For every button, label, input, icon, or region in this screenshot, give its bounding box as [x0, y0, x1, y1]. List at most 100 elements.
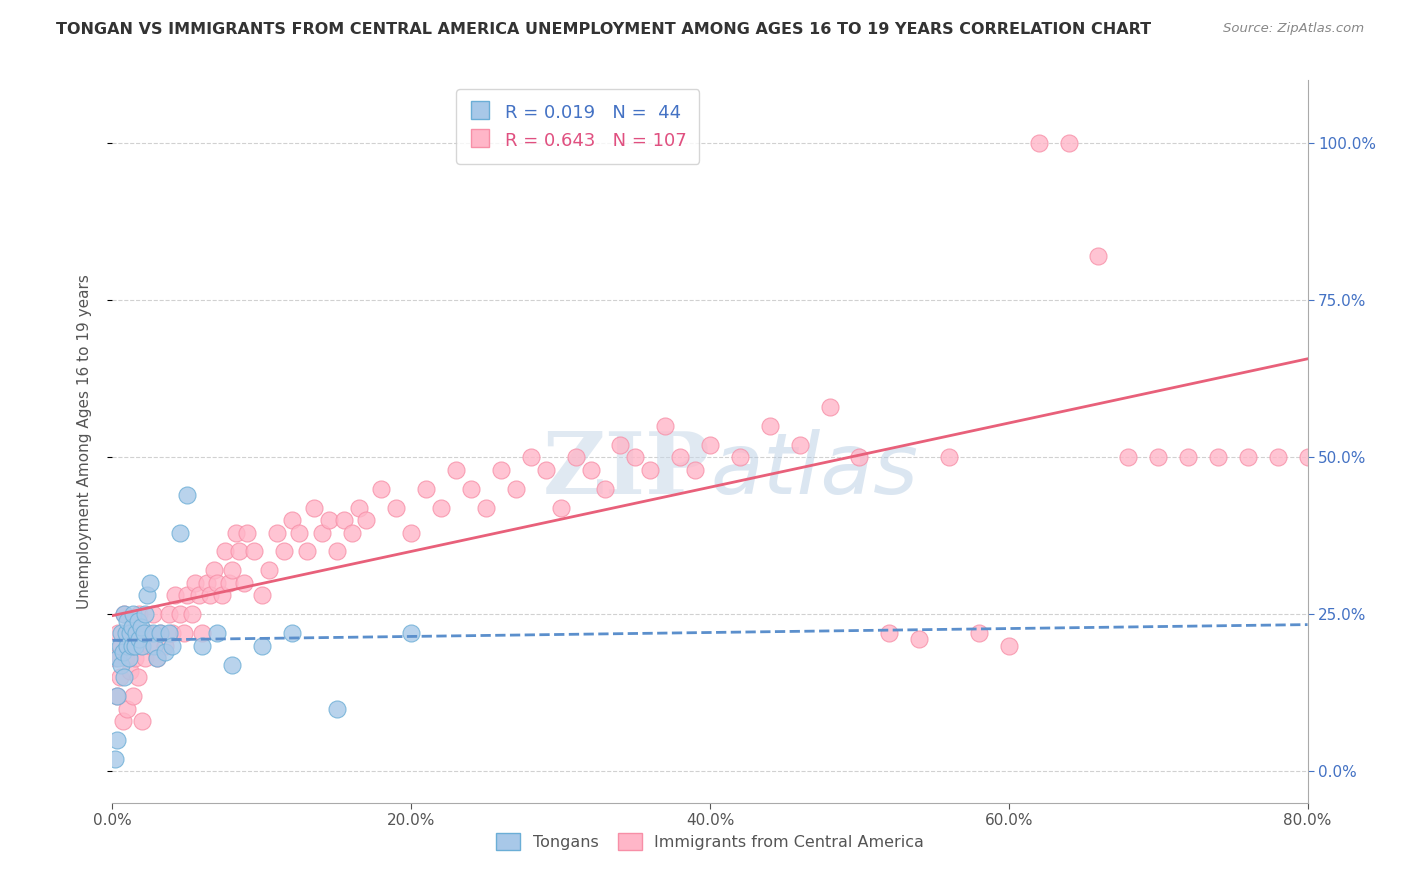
Point [176, 589, 198, 603]
Point [340, 525, 363, 540]
Point [173, 626, 195, 640]
Point [128, 632, 150, 647]
Point [120, 664, 142, 678]
Point [108, 639, 131, 653]
Point [236, 525, 259, 540]
Text: ZIP: ZIP [543, 428, 710, 512]
Point [318, 513, 340, 527]
Point [430, 500, 453, 515]
Point [534, 463, 557, 477]
Point [250, 589, 273, 603]
Point [105, 689, 128, 703]
Point [111, 714, 134, 728]
Point [401, 525, 423, 540]
Point [415, 482, 437, 496]
Point [624, 450, 647, 465]
Point [228, 544, 250, 558]
Point [183, 575, 205, 590]
Point [149, 626, 172, 640]
Point [169, 607, 191, 622]
Point [609, 438, 631, 452]
Point [273, 544, 295, 558]
Point [110, 639, 132, 653]
Point [1237, 450, 1260, 465]
Point [115, 626, 138, 640]
Point [938, 450, 960, 465]
Point [117, 614, 139, 628]
Point [195, 575, 218, 590]
Point [370, 482, 392, 496]
Point [281, 626, 304, 640]
Point [129, 620, 152, 634]
Point [104, 752, 127, 766]
Point [325, 544, 347, 558]
Point [110, 657, 132, 672]
Point [728, 450, 751, 465]
Point [165, 589, 187, 603]
Point [124, 639, 146, 653]
Point [180, 607, 202, 622]
Point [121, 639, 143, 653]
Point [385, 500, 408, 515]
Point [162, 639, 183, 653]
Point [759, 418, 782, 433]
Point [114, 607, 135, 622]
Point [1296, 450, 1319, 465]
Point [221, 657, 243, 672]
Point [134, 607, 156, 622]
Point [1118, 450, 1140, 465]
Point [115, 651, 138, 665]
Point [218, 575, 240, 590]
Point [129, 639, 152, 653]
Point [188, 589, 211, 603]
Point [281, 513, 304, 527]
Point [579, 463, 602, 477]
Point [157, 607, 180, 622]
Point [142, 626, 165, 640]
Legend: Tongans, Immigrants from Central America: Tongans, Immigrants from Central America [489, 827, 931, 856]
Point [146, 651, 169, 665]
Point [295, 544, 318, 558]
Point [110, 626, 132, 640]
Point [1177, 450, 1199, 465]
Point [879, 626, 901, 640]
Point [157, 626, 180, 640]
Point [162, 626, 183, 640]
Point [564, 450, 586, 465]
Point [266, 525, 288, 540]
Point [848, 450, 870, 465]
Point [233, 575, 256, 590]
Point [225, 525, 247, 540]
Point [505, 482, 527, 496]
Point [121, 639, 143, 653]
Point [122, 607, 145, 622]
Point [654, 418, 676, 433]
Point [104, 651, 127, 665]
Point [111, 645, 134, 659]
Point [191, 626, 214, 640]
Point [302, 500, 325, 515]
Y-axis label: Unemployment Among Ages 16 to 19 years: Unemployment Among Ages 16 to 19 years [77, 274, 91, 609]
Point [125, 626, 148, 640]
Point [143, 639, 166, 653]
Point [243, 544, 266, 558]
Point [134, 651, 156, 665]
Point [347, 500, 370, 515]
Point [191, 639, 214, 653]
Point [117, 626, 139, 640]
Point [198, 589, 221, 603]
Point [550, 500, 572, 515]
Point [967, 626, 990, 640]
Point [120, 626, 142, 640]
Point [205, 626, 228, 640]
Point [214, 544, 236, 558]
Point [117, 701, 139, 715]
Point [131, 714, 153, 728]
Point [114, 607, 135, 622]
Point [221, 563, 243, 577]
Point [107, 626, 129, 640]
Point [124, 651, 146, 665]
Point [1147, 450, 1170, 465]
Point [1206, 450, 1229, 465]
Point [683, 463, 706, 477]
